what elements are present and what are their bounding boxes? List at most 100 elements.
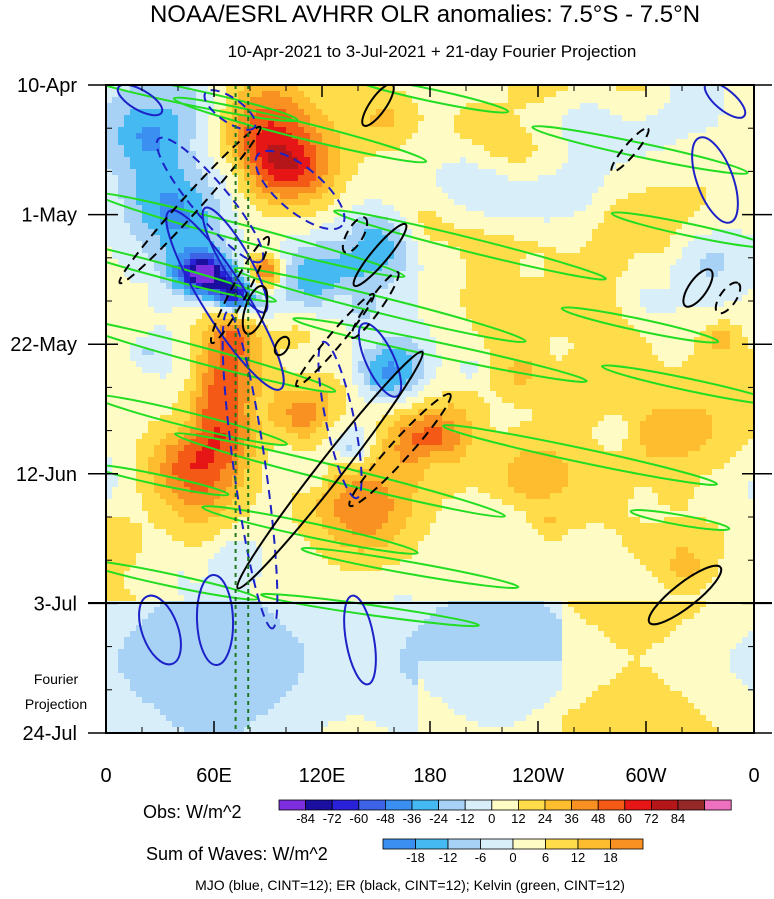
er-contour [236,350,424,590]
er-contour [295,292,375,388]
mjo-contour [195,574,235,666]
waves-colorbar-tick-label: 0 [509,850,516,865]
kelvin-contour [106,393,289,447]
mjo-contour [317,340,363,500]
er-contour [348,392,452,508]
mjo-contour [691,136,739,224]
obs-colorbar-tick-label: 48 [591,811,605,826]
kelvin-contour [333,209,607,281]
kelvin-contour [300,547,520,589]
axes: 0 60E 120E 180 120W 60W 0 10-Apr 1-May 22-May 12-J… [10,75,772,787]
obs-colorbar-tick-label: 84 [671,811,685,826]
waves-colorbar-swatch [382,838,416,850]
x-tick-label: 0 [100,765,111,787]
x-tick-label: 60E [196,765,232,787]
obs-colorbar-swatch [331,799,360,811]
waves-colorbar-tick-label: 18 [603,850,617,865]
obs-colorbar-swatch [278,799,307,811]
obs-colorbar-tick-label: 24 [538,811,552,826]
obs-colorbar-tick-label: 36 [564,811,578,826]
er-contour [352,222,408,288]
mjo-contour [155,136,265,264]
kelvin-contour [106,237,277,303]
er-contour [714,281,742,315]
waves-colorbar-swatch [512,838,546,850]
er-contour [341,216,369,254]
projection-label-line1: Fourier [34,671,79,687]
mjo-contour [221,310,279,630]
kelvin-contour [106,463,230,497]
er-contour [273,335,291,357]
obs-colorbar-swatch [544,799,573,811]
obs-colorbar-tick-label: -24 [429,811,448,826]
kelvin-contour [174,432,506,518]
obs-colorbar-tick-label: -48 [376,811,395,826]
plot-area [106,85,754,733]
er-contour [682,268,714,308]
obs-colorbar-tick-label: -36 [403,811,422,826]
waves-colorbar-swatch [447,838,481,850]
kelvin-contour [106,316,337,394]
y-tick-label: 3-Jul [34,593,77,615]
er-contour [118,125,262,285]
mjo-contour [116,85,164,117]
obs-colorbar-tick-label: -12 [456,811,475,826]
obs-colorbar-tick-label: 60 [618,811,632,826]
mjo-contour [343,594,377,686]
kelvin-contour [629,509,731,531]
er-contour [209,235,271,345]
kelvin-contour [292,317,588,383]
kelvin-contour [350,85,510,114]
waves-colorbar-tick-label: -18 [406,850,425,865]
x-tick-label: 120E [299,765,346,787]
obs-colorbar-swatch [358,799,386,811]
er-contour [361,85,395,127]
obs-colorbar-tick-label: -60 [349,811,368,826]
mjo-contour [703,85,747,119]
chart-title: NOAA/ESRL AVHRR OLR anomalies: 7.5°S - 7… [150,1,700,28]
kelvin-contour [260,592,480,628]
obs-colorbar-label: Obs: W/m^2 [143,802,241,822]
obs-colorbar-swatch [464,799,493,811]
contour-legend: MJO (blue, CINT=12); ER (black, CINT=12)… [195,877,625,893]
x-tick-label: 120W [512,765,564,787]
chart-subtitle: 10-Apr-2021 to 3-Jul-2021 + 21-day Fouri… [228,42,637,61]
mjo-contour [203,89,257,131]
mjo-contour [254,149,346,231]
kelvin-contour [600,364,754,406]
obs-colorbar-swatch [305,799,333,811]
waves-colorbar-tick-label: 6 [542,850,549,865]
y-tick-label: 12-Jun [16,464,77,486]
obs-colorbar-swatch [624,799,652,811]
obs-colorbar-swatch [438,799,466,811]
obs-colorbar-tick-label: -72 [323,811,342,826]
obs-colorbar-swatch [571,799,599,811]
waves-colorbar-swatch [415,838,449,850]
obs-colorbar-tick-label: -84 [296,811,315,826]
obs-colorbar-tick-label: 72 [644,811,658,826]
x-tick-label: 180 [413,765,446,787]
obs-colorbar-swatch [491,799,519,811]
waves-colorbar-swatch [610,838,644,850]
y-tick-label: 24-Jul [23,723,77,745]
mjo-contour [357,322,403,398]
obs-colorbar-swatch [411,799,440,811]
waves-colorbar-tick-label: 12 [571,850,585,865]
er-contour [350,270,400,340]
reference-longitude-lines [234,85,250,733]
kelvin-contour [201,505,419,555]
kelvin-contour [610,211,754,249]
waves-colorbar-swatch [545,838,579,850]
mjo-contour [165,209,285,391]
y-tick-label: 22-May [10,334,77,356]
obs-colorbar-swatch [597,799,626,811]
waves-colorbar-swatch [480,838,514,850]
kelvin-contour [560,306,720,344]
obs-colorbar-swatch [704,799,732,811]
kelvin-contour [442,424,718,486]
mjo-contour [138,594,182,666]
obs-colorbar-tick-label: 0 [488,811,495,826]
y-tick-label: 1-May [21,205,77,227]
obs-colorbar-swatch [384,799,413,811]
